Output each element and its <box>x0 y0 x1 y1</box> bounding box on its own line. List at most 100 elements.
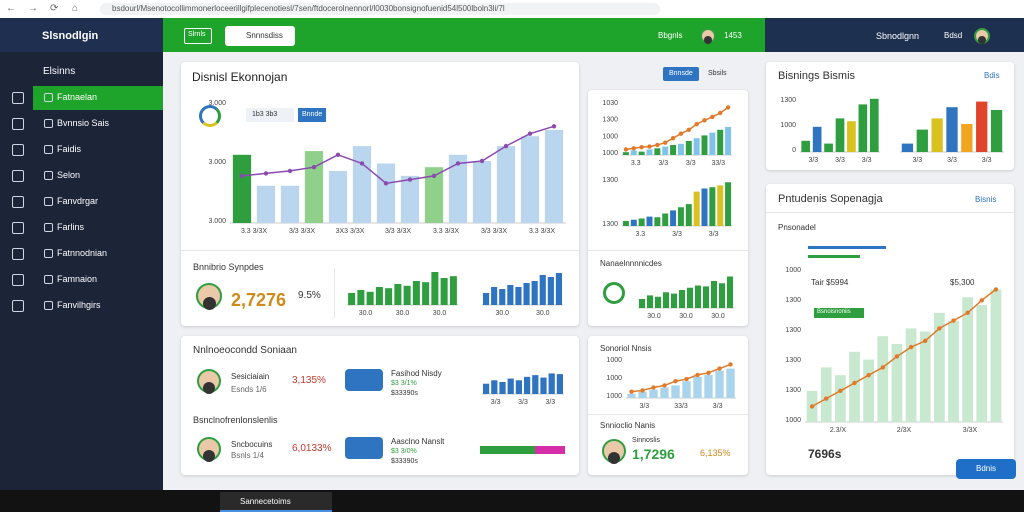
bar <box>976 101 988 152</box>
sidebar-item[interactable]: Famnaion <box>57 274 98 284</box>
y-label: 1300 <box>785 387 801 394</box>
bar <box>638 218 645 226</box>
sidebar <box>0 52 163 490</box>
y-label: 1000 <box>606 375 622 382</box>
button[interactable] <box>663 67 699 81</box>
sidebar-item[interactable]: Selon <box>57 170 81 180</box>
line <box>241 125 555 185</box>
x-label: 3/3 <box>982 157 992 164</box>
bar <box>812 126 822 152</box>
bar <box>403 285 411 305</box>
chip-label[interactable]: Bnnde <box>302 111 323 118</box>
x-label: 3/3 <box>491 399 501 406</box>
search[interactable]: Sbnodlgnn <box>876 31 920 41</box>
x-label: 3/3 <box>686 160 696 167</box>
point <box>809 404 815 409</box>
nav-button[interactable]: ⌂ <box>72 3 79 14</box>
button-label[interactable]: Bdnis <box>976 464 997 473</box>
avatar-body <box>978 36 986 45</box>
point <box>728 362 733 367</box>
bar <box>431 272 439 305</box>
brand: Slsnodlgin <box>42 30 99 42</box>
row-pct: 6,0133% <box>292 443 332 454</box>
x-label: 3/3 3/3X <box>385 228 411 235</box>
point <box>503 143 509 149</box>
x-label: 3/3 <box>947 157 957 164</box>
nav-button[interactable]: → <box>28 3 38 14</box>
dropdown[interactable] <box>225 26 295 46</box>
sidebar-item[interactable]: Fatnnodnian <box>57 248 108 258</box>
sidebar-item[interactable]: Fanvdrgar <box>57 196 99 206</box>
item-icon <box>44 249 53 258</box>
y-label: 1000 <box>606 393 622 400</box>
section-title: Bsnclnofrenlonslenlis <box>193 415 278 425</box>
bar <box>491 287 498 305</box>
nav-button[interactable]: ← <box>6 3 16 14</box>
task-label[interactable]: Sannecetoims <box>240 497 291 506</box>
point <box>335 152 341 157</box>
bar <box>933 312 945 422</box>
y-label: 1000 <box>785 267 801 274</box>
bar <box>710 281 718 308</box>
link[interactable]: Bisnis <box>975 195 997 204</box>
y-label: 1300 <box>785 297 801 304</box>
bar <box>654 217 661 226</box>
bar <box>685 141 692 155</box>
bar <box>834 375 846 422</box>
bar <box>824 143 833 152</box>
point <box>684 376 689 382</box>
link[interactable]: Bdis <box>984 71 1000 80</box>
x-label: 3/3 <box>912 157 922 164</box>
point <box>718 110 723 116</box>
x-label: 3.3 3/3X <box>241 228 267 235</box>
bar <box>693 138 700 155</box>
point <box>880 365 885 370</box>
bar <box>622 152 629 155</box>
nav-button[interactable]: ⟳ <box>50 3 59 14</box>
row-sub: Esnds 1/6 <box>231 385 267 394</box>
bar <box>630 150 637 155</box>
x-label: 3X3 3/3X <box>336 228 365 235</box>
bar <box>630 219 637 226</box>
point <box>694 122 699 127</box>
bar <box>693 377 702 398</box>
chip[interactable] <box>184 28 212 44</box>
brand-bar <box>0 18 163 52</box>
task-app[interactable] <box>220 492 332 512</box>
dropdown[interactable]: Sbsils <box>708 70 727 77</box>
nav-icon <box>12 92 24 104</box>
bar <box>704 374 713 398</box>
chip[interactable] <box>298 108 326 122</box>
point <box>311 165 317 170</box>
sidebar-item[interactable]: Fanvilhgirs <box>57 300 101 310</box>
bar <box>847 121 856 152</box>
bar <box>835 118 845 152</box>
button-label[interactable]: Bnnsde <box>669 70 693 77</box>
chart: 1000 1000 1000 3/3 33/3 3/3 <box>606 357 736 410</box>
bar <box>482 293 490 305</box>
x-label: 3/3 <box>835 157 845 164</box>
bar <box>709 132 716 155</box>
bar <box>491 380 498 394</box>
sidebar-item[interactable]: Farlins <box>57 222 85 232</box>
card-title: Pntudenis Sopenagja <box>778 193 883 205</box>
sidebar-item[interactable]: Faidis <box>57 144 82 154</box>
bar <box>482 383 490 394</box>
nav-icon <box>12 248 24 260</box>
bar <box>662 146 669 155</box>
bar <box>671 385 680 398</box>
row-sub: Bsnls 1/4 <box>231 451 264 460</box>
y-label: 1000 <box>780 122 796 129</box>
button[interactable] <box>956 459 1016 479</box>
dropdown-label[interactable]: Snnnsdiss <box>246 31 283 40</box>
sidebar-item[interactable]: Fatnaelan <box>57 92 98 102</box>
item-icon <box>44 197 53 206</box>
sidebar-item[interactable]: Bvnnsio Sais <box>57 118 110 128</box>
progress <box>808 255 860 258</box>
x-label: 3.3 3/3X <box>529 228 555 235</box>
bar <box>280 185 300 223</box>
progress <box>480 446 535 454</box>
bar <box>472 161 492 223</box>
point <box>695 372 700 378</box>
row-pct: 3,135% <box>292 375 326 386</box>
